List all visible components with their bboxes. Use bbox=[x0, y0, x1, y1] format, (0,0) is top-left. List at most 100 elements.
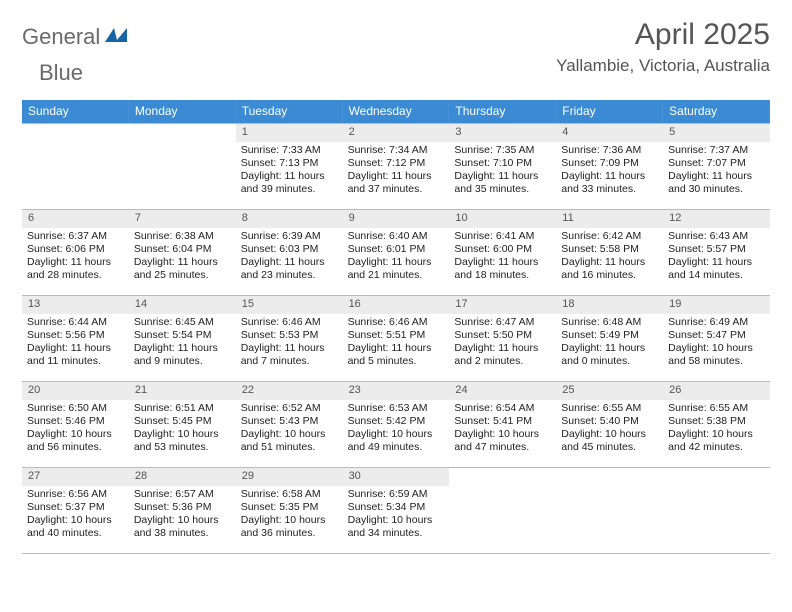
empty-cell bbox=[449, 468, 556, 554]
day-sr: Sunrise: 6:46 AM bbox=[241, 316, 338, 329]
day-sr: Sunrise: 6:58 AM bbox=[241, 488, 338, 501]
weekday-sunday: Sunday bbox=[22, 100, 129, 123]
day-ss: Sunset: 7:12 PM bbox=[348, 157, 445, 170]
day-cell-14: 14Sunrise: 6:45 AMSunset: 5:54 PMDayligh… bbox=[129, 296, 236, 382]
day-number: 29 bbox=[236, 468, 343, 486]
day-ss: Sunset: 6:06 PM bbox=[27, 243, 124, 256]
day-dl2: and 14 minutes. bbox=[668, 269, 765, 282]
day-cell-5: 5Sunrise: 7:37 AMSunset: 7:07 PMDaylight… bbox=[663, 124, 770, 210]
day-dl1: Daylight: 10 hours bbox=[241, 514, 338, 527]
day-dl1: Daylight: 10 hours bbox=[134, 514, 231, 527]
day-cell-1: 1Sunrise: 7:33 AMSunset: 7:13 PMDaylight… bbox=[236, 124, 343, 210]
empty-cell bbox=[129, 124, 236, 210]
weekday-thursday: Thursday bbox=[449, 100, 556, 123]
day-dl2: and 11 minutes. bbox=[27, 355, 124, 368]
day-body: Sunrise: 6:46 AMSunset: 5:51 PMDaylight:… bbox=[343, 314, 450, 369]
day-cell-30: 30Sunrise: 6:59 AMSunset: 5:34 PMDayligh… bbox=[343, 468, 450, 554]
day-sr: Sunrise: 7:37 AM bbox=[668, 144, 765, 157]
weekday-friday: Friday bbox=[556, 100, 663, 123]
day-cell-24: 24Sunrise: 6:54 AMSunset: 5:41 PMDayligh… bbox=[449, 382, 556, 468]
day-ss: Sunset: 5:53 PM bbox=[241, 329, 338, 342]
day-cell-7: 7Sunrise: 6:38 AMSunset: 6:04 PMDaylight… bbox=[129, 210, 236, 296]
day-cell-3: 3Sunrise: 7:35 AMSunset: 7:10 PMDaylight… bbox=[449, 124, 556, 210]
day-cell-6: 6Sunrise: 6:37 AMSunset: 6:06 PMDaylight… bbox=[22, 210, 129, 296]
day-ss: Sunset: 5:42 PM bbox=[348, 415, 445, 428]
day-number: 21 bbox=[129, 382, 236, 400]
day-dl1: Daylight: 11 hours bbox=[668, 170, 765, 183]
day-body: Sunrise: 6:55 AMSunset: 5:40 PMDaylight:… bbox=[556, 400, 663, 455]
day-dl2: and 36 minutes. bbox=[241, 527, 338, 540]
day-dl1: Daylight: 11 hours bbox=[134, 256, 231, 269]
day-dl2: and 2 minutes. bbox=[454, 355, 551, 368]
day-number: 6 bbox=[22, 210, 129, 228]
day-ss: Sunset: 6:00 PM bbox=[454, 243, 551, 256]
day-dl2: and 53 minutes. bbox=[134, 441, 231, 454]
day-dl1: Daylight: 11 hours bbox=[348, 256, 445, 269]
day-ss: Sunset: 5:57 PM bbox=[668, 243, 765, 256]
weekday-tuesday: Tuesday bbox=[236, 100, 343, 123]
day-body: Sunrise: 6:48 AMSunset: 5:49 PMDaylight:… bbox=[556, 314, 663, 369]
calendar-grid: 1Sunrise: 7:33 AMSunset: 7:13 PMDaylight… bbox=[22, 123, 770, 554]
day-cell-20: 20Sunrise: 6:50 AMSunset: 5:46 PMDayligh… bbox=[22, 382, 129, 468]
day-sr: Sunrise: 6:37 AM bbox=[27, 230, 124, 243]
day-dl2: and 39 minutes. bbox=[241, 183, 338, 196]
day-sr: Sunrise: 6:49 AM bbox=[668, 316, 765, 329]
day-number: 28 bbox=[129, 468, 236, 486]
day-number: 3 bbox=[449, 124, 556, 142]
day-sr: Sunrise: 6:55 AM bbox=[561, 402, 658, 415]
day-body: Sunrise: 6:38 AMSunset: 6:04 PMDaylight:… bbox=[129, 228, 236, 283]
day-dl1: Daylight: 11 hours bbox=[348, 342, 445, 355]
day-dl2: and 51 minutes. bbox=[241, 441, 338, 454]
day-sr: Sunrise: 6:43 AM bbox=[668, 230, 765, 243]
day-number: 23 bbox=[343, 382, 450, 400]
logo-arrow-icon bbox=[104, 26, 128, 49]
day-ss: Sunset: 7:09 PM bbox=[561, 157, 658, 170]
day-body: Sunrise: 6:59 AMSunset: 5:34 PMDaylight:… bbox=[343, 486, 450, 541]
day-cell-12: 12Sunrise: 6:43 AMSunset: 5:57 PMDayligh… bbox=[663, 210, 770, 296]
month-title: April 2025 bbox=[556, 18, 770, 52]
day-ss: Sunset: 5:45 PM bbox=[134, 415, 231, 428]
day-cell-11: 11Sunrise: 6:42 AMSunset: 5:58 PMDayligh… bbox=[556, 210, 663, 296]
logo: General bbox=[22, 18, 132, 50]
day-sr: Sunrise: 6:38 AM bbox=[134, 230, 231, 243]
day-ss: Sunset: 7:13 PM bbox=[241, 157, 338, 170]
day-dl2: and 30 minutes. bbox=[668, 183, 765, 196]
logo-text-1: General bbox=[22, 24, 100, 50]
day-sr: Sunrise: 6:44 AM bbox=[27, 316, 124, 329]
day-sr: Sunrise: 6:53 AM bbox=[348, 402, 445, 415]
day-sr: Sunrise: 6:46 AM bbox=[348, 316, 445, 329]
day-dl1: Daylight: 11 hours bbox=[241, 256, 338, 269]
day-dl2: and 38 minutes. bbox=[134, 527, 231, 540]
day-sr: Sunrise: 7:34 AM bbox=[348, 144, 445, 157]
day-sr: Sunrise: 6:41 AM bbox=[454, 230, 551, 243]
day-body: Sunrise: 6:49 AMSunset: 5:47 PMDaylight:… bbox=[663, 314, 770, 369]
day-dl1: Daylight: 10 hours bbox=[668, 342, 765, 355]
location-subtitle: Yallambie, Victoria, Australia bbox=[556, 56, 770, 76]
day-dl2: and 35 minutes. bbox=[454, 183, 551, 196]
day-dl1: Daylight: 10 hours bbox=[348, 514, 445, 527]
day-cell-4: 4Sunrise: 7:36 AMSunset: 7:09 PMDaylight… bbox=[556, 124, 663, 210]
day-dl2: and 9 minutes. bbox=[134, 355, 231, 368]
day-dl2: and 40 minutes. bbox=[27, 527, 124, 540]
day-body: Sunrise: 6:41 AMSunset: 6:00 PMDaylight:… bbox=[449, 228, 556, 283]
day-dl2: and 7 minutes. bbox=[241, 355, 338, 368]
day-body: Sunrise: 6:42 AMSunset: 5:58 PMDaylight:… bbox=[556, 228, 663, 283]
day-ss: Sunset: 5:34 PM bbox=[348, 501, 445, 514]
day-cell-8: 8Sunrise: 6:39 AMSunset: 6:03 PMDaylight… bbox=[236, 210, 343, 296]
day-dl2: and 25 minutes. bbox=[134, 269, 231, 282]
day-dl2: and 56 minutes. bbox=[27, 441, 124, 454]
day-body: Sunrise: 7:37 AMSunset: 7:07 PMDaylight:… bbox=[663, 142, 770, 197]
day-ss: Sunset: 5:50 PM bbox=[454, 329, 551, 342]
day-ss: Sunset: 6:01 PM bbox=[348, 243, 445, 256]
day-dl2: and 45 minutes. bbox=[561, 441, 658, 454]
day-cell-27: 27Sunrise: 6:56 AMSunset: 5:37 PMDayligh… bbox=[22, 468, 129, 554]
day-dl2: and 5 minutes. bbox=[348, 355, 445, 368]
day-body: Sunrise: 6:50 AMSunset: 5:46 PMDaylight:… bbox=[22, 400, 129, 455]
day-dl1: Daylight: 11 hours bbox=[561, 342, 658, 355]
day-dl1: Daylight: 11 hours bbox=[27, 342, 124, 355]
day-ss: Sunset: 5:56 PM bbox=[27, 329, 124, 342]
day-dl2: and 47 minutes. bbox=[454, 441, 551, 454]
day-dl1: Daylight: 11 hours bbox=[454, 256, 551, 269]
day-sr: Sunrise: 6:56 AM bbox=[27, 488, 124, 501]
day-sr: Sunrise: 6:45 AM bbox=[134, 316, 231, 329]
